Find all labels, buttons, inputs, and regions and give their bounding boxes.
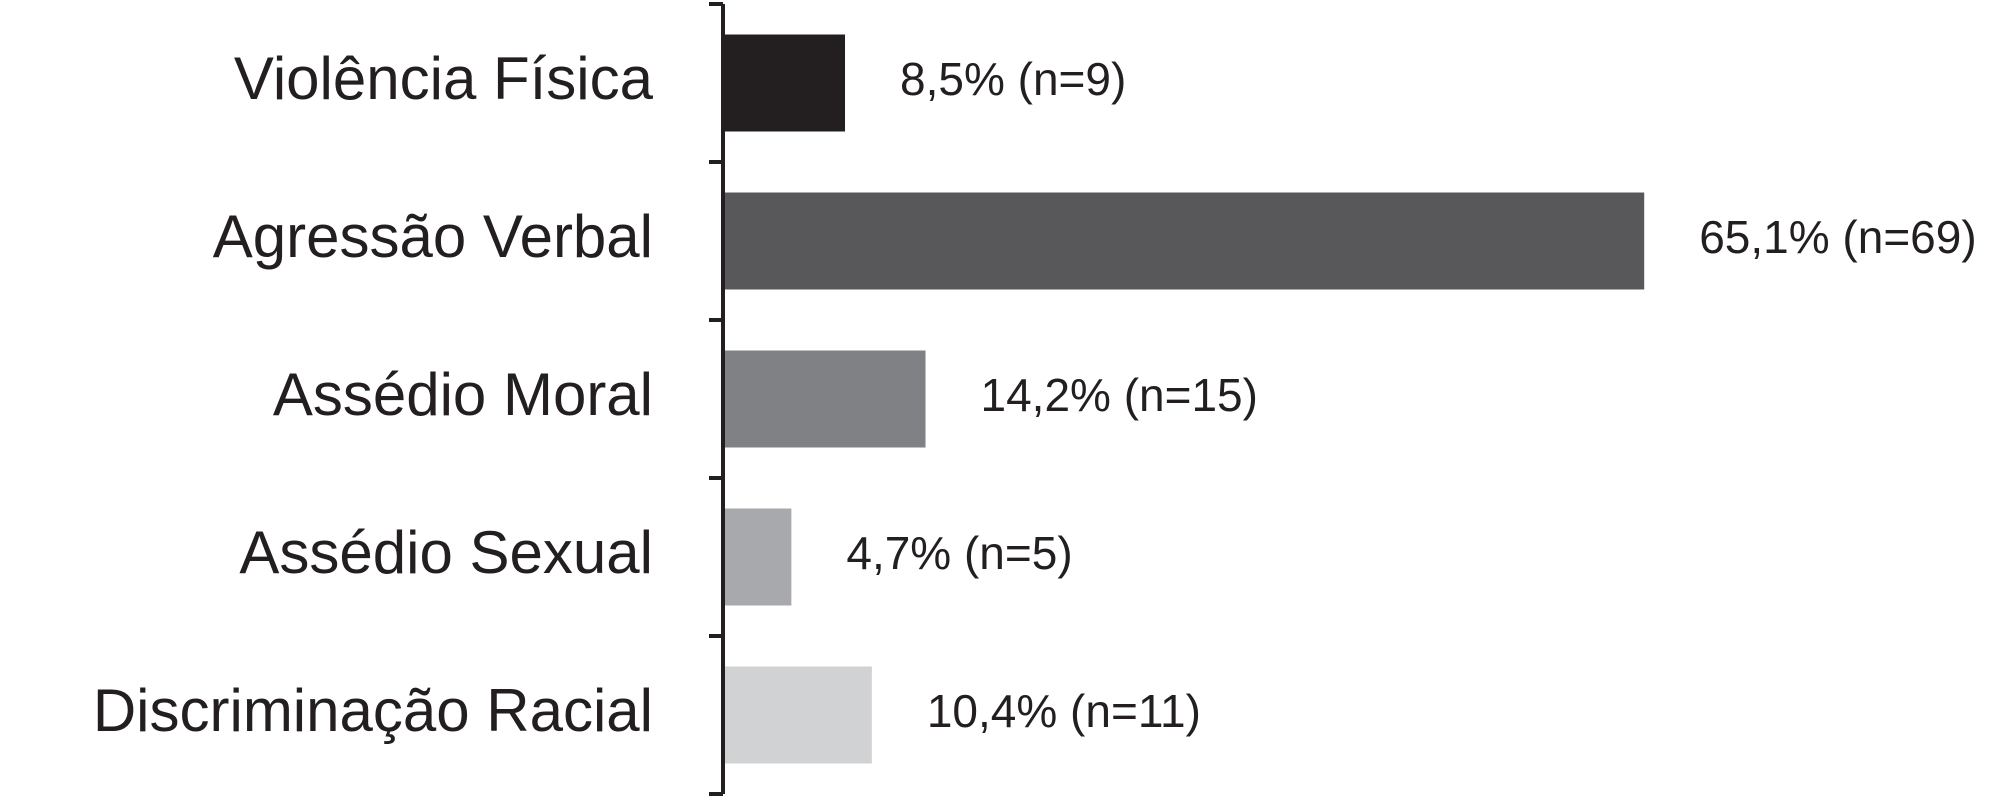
value-label: 8,5% (n=9) (900, 53, 1126, 105)
category-label: Assédio Sexual (239, 519, 653, 586)
value-label: 65,1% (n=69) (1699, 211, 1976, 263)
category-label: Violência Física (234, 45, 654, 112)
bar (725, 508, 792, 606)
value-label: 14,2% (n=15) (981, 369, 1258, 421)
bar (725, 666, 872, 764)
bar (725, 34, 846, 132)
value-label: 4,7% (n=5) (846, 527, 1072, 579)
category-label: Assédio Moral (273, 361, 653, 428)
category-label: Discriminação Racial (93, 677, 653, 744)
value-label: 10,4% (n=11) (927, 685, 1201, 737)
bar (725, 350, 926, 448)
category-label: Agressão Verbal (213, 203, 653, 270)
bar (725, 192, 1645, 290)
